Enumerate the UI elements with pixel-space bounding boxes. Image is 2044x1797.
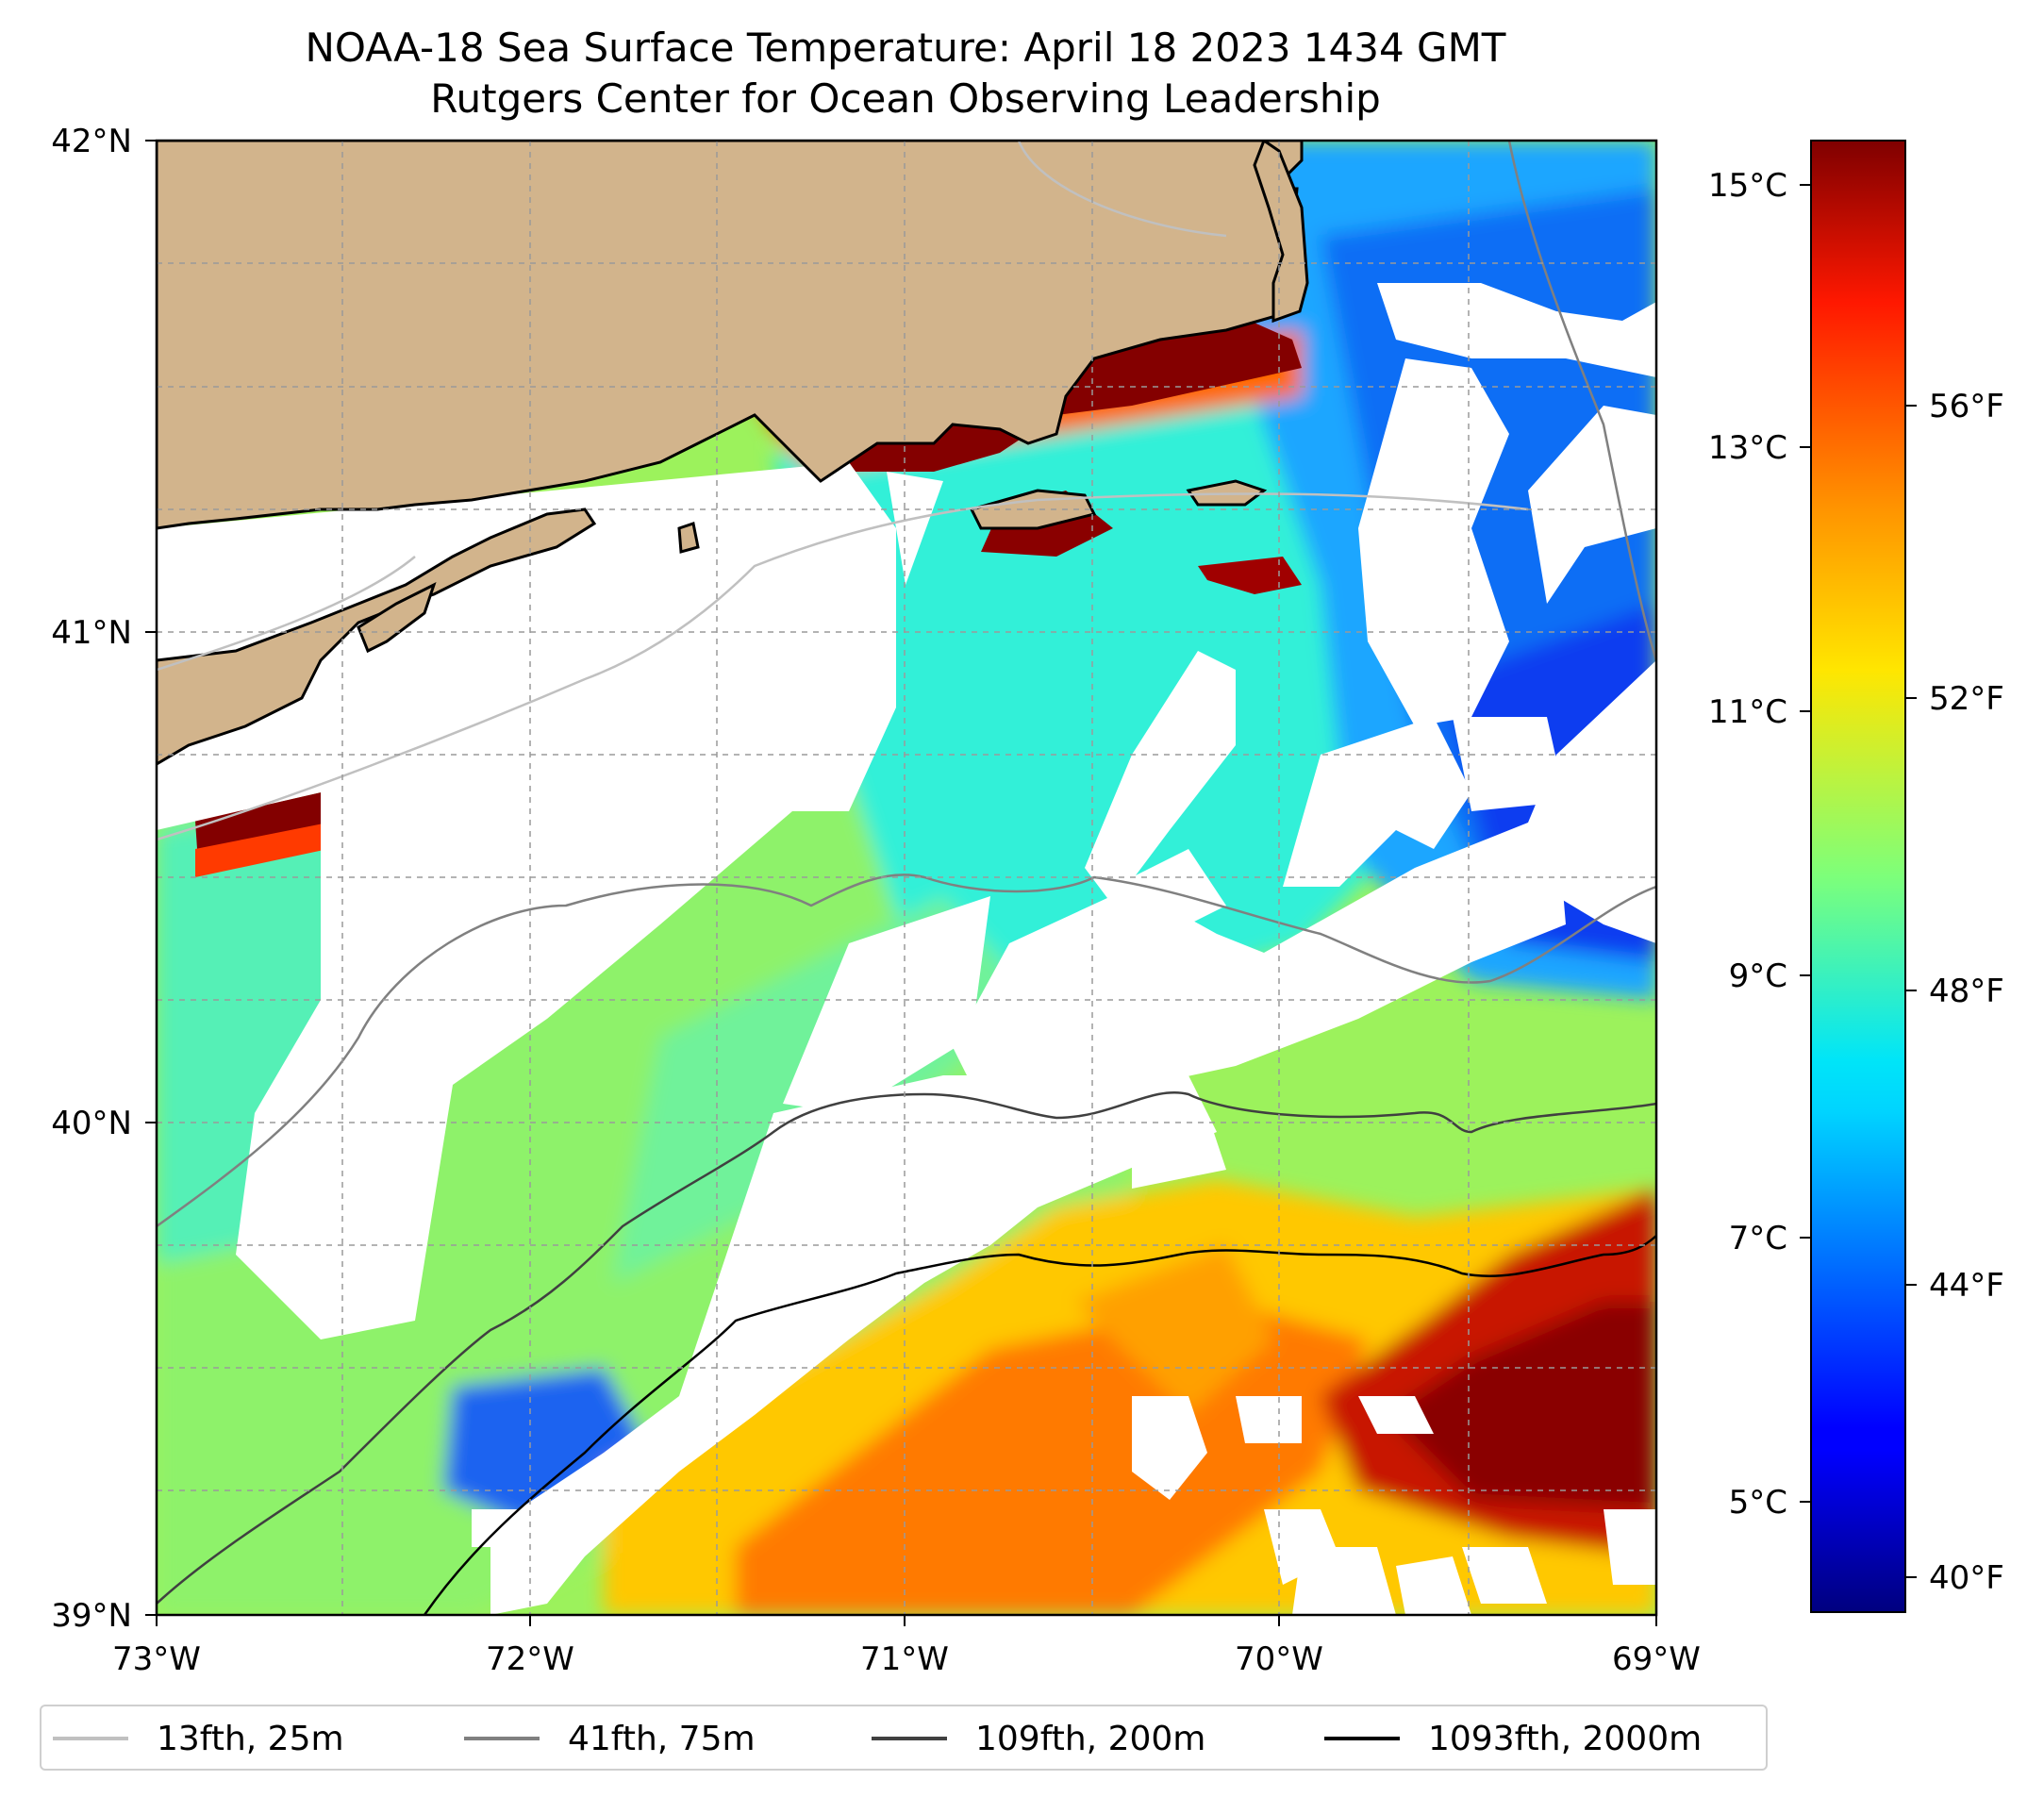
no-data-clouds [157,283,1656,1615]
isobath-2000m [423,1235,1656,1615]
colorbar-tick-5c: 5°C [1729,1484,1787,1522]
isobath-75m [157,141,1656,1228]
lon-tick-69w: 69°W [1612,1640,1701,1678]
legend-swatch-25m [53,1737,128,1740]
isobath-200m [157,1091,1656,1605]
legend-item-2000m: 1093fth, 2000m [1324,1719,1703,1758]
chart-title: NOAA-18 Sea Surface Temperature: April 1… [305,25,1506,71]
colorbar [1810,140,1906,1613]
colorbar-tick-7c: 7°C [1729,1220,1787,1257]
legend-item-25m: 13fth, 25m [53,1719,344,1758]
map-frame [155,139,1658,1617]
lat-tick-42n: 42°N [51,123,132,160]
legend-swatch-75m [464,1737,540,1740]
isobath-25m [157,141,1529,841]
lat-tick-40n: 40°N [51,1105,132,1142]
legend-label-75m: 41fth, 75m [568,1719,756,1758]
legend-label-200m: 109fth, 200m [975,1719,1206,1758]
colorbar-ticks [1800,184,1917,1578]
lon-tick-72w: 72°W [486,1640,574,1678]
isobath-legend: 13fth, 25m 41fth, 75m 109fth, 200m 1093f… [40,1705,1768,1771]
map-area [157,141,1656,1615]
legend-item-75m: 41fth, 75m [464,1719,756,1758]
lon-tick-71w: 71°W [860,1640,949,1678]
legend-swatch-2000m [1324,1737,1400,1740]
lat-tick-39n: 39°N [51,1597,132,1635]
lon-tick-70w: 70°W [1235,1640,1323,1678]
chart-subtitle: Rutgers Center for Ocean Observing Leade… [430,75,1381,122]
lon-tick-73w: 73°W [112,1640,201,1678]
legend-label-2000m: 1093fth, 2000m [1428,1719,1703,1758]
axis-ticks [145,140,1657,1626]
gridlines [157,141,1656,1615]
colorbar-tick-9c: 9°C [1729,957,1787,995]
legend-label-25m: 13fth, 25m [157,1719,344,1758]
colorbar-tick-56f: 56°F [1929,388,2004,425]
lat-tick-41n: 41°N [51,614,132,652]
colorbar-tick-13c: 13°C [1708,429,1787,467]
colorbar-tick-15c: 15°C [1708,167,1787,205]
colorbar-tick-40f: 40°F [1929,1559,2004,1597]
isobaths [157,141,1656,1615]
colorbar-tick-48f: 48°F [1929,973,2004,1010]
land [157,141,1309,766]
colorbar-tick-44f: 44°F [1929,1267,2004,1305]
colorbar-tick-52f: 52°F [1929,680,2004,718]
colorbar-tick-11c: 11°C [1708,693,1787,731]
legend-swatch-200m [872,1737,947,1740]
legend-item-200m: 109fth, 200m [872,1719,1206,1758]
